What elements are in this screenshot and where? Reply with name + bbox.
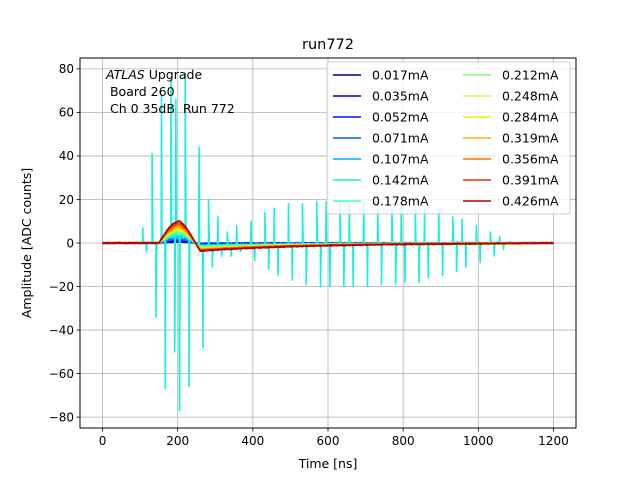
plot-series-group [101,72,555,412]
atlas-annotation: ATLAS Upgrade Board 260 Ch 0 35dB Run 77… [105,67,235,116]
legend: 0.017mA 0.035mA 0.052mA 0.071mA 0.107mA 0.142… [326,61,571,215]
x-axis-label: Time [ns] [298,456,358,471]
legend-label: 0.391mA [502,173,559,188]
x-tick-label: 200 [166,434,189,448]
y-tick-label: −40 [49,323,74,337]
legend-label: 0.356mA [502,152,559,167]
y-tick-label: −80 [49,410,74,424]
x-tick-label: 1200 [538,434,569,448]
chart-title: run772 [302,37,354,53]
legend-label: 0.178mA [372,194,429,209]
x-axis-ticks: 0 200 400 600 800 1000 1200 [99,428,569,448]
legend-label: 0.107mA [372,152,429,167]
annotation-line-2: Board 260 [106,84,175,99]
y-axis-ticks: −80 −60 −40 −20 0 20 40 60 80 [49,62,80,424]
legend-label: 0.052mA [372,110,429,125]
annotation-line-3: Ch 0 35dB Run 772 [106,101,235,116]
y-axis-label: Amplitude [ADC counts] [19,168,34,318]
y-tick-label: −60 [49,367,74,381]
y-tick-label: 0 [66,236,74,250]
legend-label: 0.142mA [372,173,429,188]
y-tick-label: 80 [59,62,74,76]
legend-label: 0.212mA [502,68,559,83]
x-tick-label: 600 [317,434,340,448]
y-tick-label: 60 [59,106,74,120]
legend-label: 0.319mA [502,131,559,146]
y-tick-label: 20 [59,193,74,207]
legend-label: 0.071mA [372,131,429,146]
x-tick-label: 400 [241,434,264,448]
legend-label: 0.017mA [372,68,429,83]
x-tick-label: 0 [99,434,107,448]
annotation-upgrade: Upgrade [145,67,203,82]
x-tick-label: 800 [392,434,415,448]
legend-label: 0.426mA [502,194,559,209]
x-tick-label: 1000 [463,434,494,448]
y-tick-label: 40 [59,149,74,163]
series-line-0.426mA [102,220,554,253]
annotation-atlas: ATLAS [105,67,145,82]
legend-label: 0.248mA [502,89,559,104]
legend-box [326,61,571,215]
annotation-line-1: ATLAS Upgrade [105,67,202,82]
y-tick-label: −20 [49,280,74,294]
legend-label: 0.035mA [372,89,429,104]
legend-label: 0.284mA [502,110,559,125]
